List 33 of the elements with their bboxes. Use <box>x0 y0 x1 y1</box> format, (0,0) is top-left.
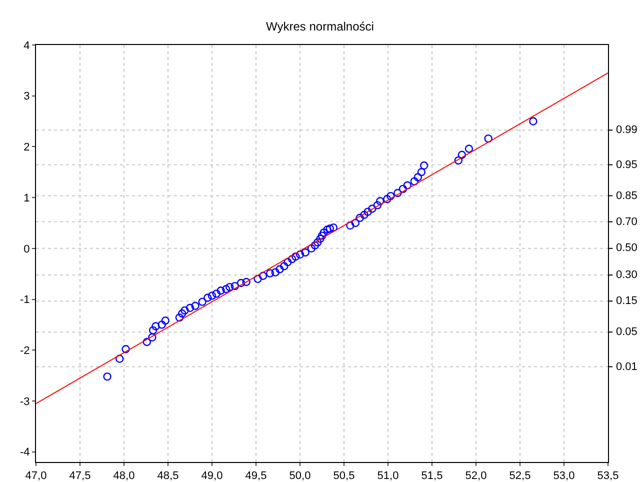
text: 0.15 <box>616 295 638 307</box>
x-tick-label: 48,5 <box>157 470 179 482</box>
y-tick-label: -4 <box>20 446 30 459</box>
x-tick-label: 48,0 <box>113 470 135 482</box>
x-tick-label: 53,0 <box>553 470 575 482</box>
x-tick-label: 51,0 <box>377 470 399 482</box>
x-tick-label: 53,5 <box>597 470 619 482</box>
text: 0.30 <box>616 269 638 281</box>
x-tick-label: 52,0 <box>465 470 487 482</box>
x-tick-label: 52,5 <box>509 470 531 482</box>
x-tick-label: 50,5 <box>333 470 355 482</box>
text: 0.01 <box>616 361 638 373</box>
x-tick-label: 49,0 <box>201 470 223 482</box>
y-tick-label: 3 <box>24 90 30 103</box>
text: 0.85 <box>616 190 638 202</box>
x-tick-label: 49,5 <box>245 470 267 482</box>
text: 0.50 <box>616 242 638 254</box>
y-tick-label: -3 <box>20 396 30 408</box>
text: 0.99 <box>616 124 638 136</box>
text: 0.95 <box>616 159 638 171</box>
y-tick-label: 0 <box>24 243 30 256</box>
y-tick-label: -1 <box>20 294 30 306</box>
chart-title: Wykres normalności <box>266 20 374 34</box>
x-tick-label: 51,5 <box>421 470 443 482</box>
text: 0.05 <box>616 326 638 338</box>
y-tick-label: 1 <box>24 192 30 204</box>
y-tick-label: -2 <box>20 344 30 357</box>
x-tick-label: 47,5 <box>69 470 91 482</box>
y-tick-label: 2 <box>24 142 30 154</box>
text: 0.70 <box>616 216 638 228</box>
x-tick-label: 50,0 <box>289 470 311 482</box>
y-tick-label: 4 <box>24 40 30 52</box>
x-tick-label: 47,0 <box>25 470 47 482</box>
